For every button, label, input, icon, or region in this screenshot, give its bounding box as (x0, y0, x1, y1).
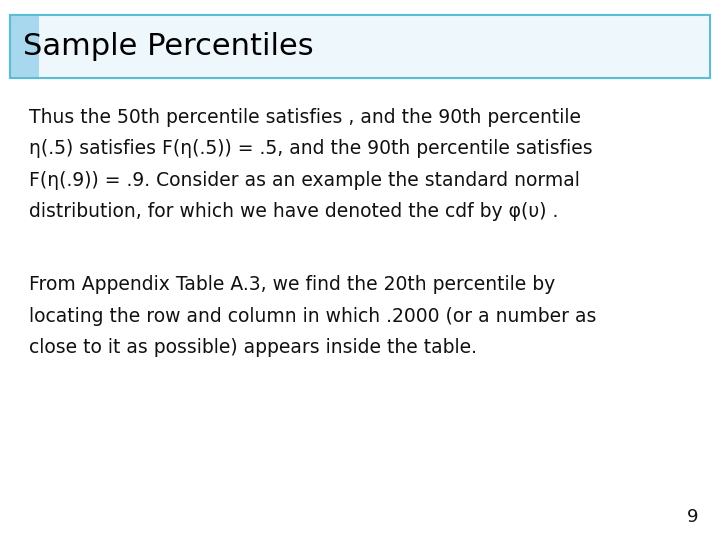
Text: Sample Percentiles: Sample Percentiles (23, 32, 314, 61)
Text: Thus the 50th percentile satisfies , and the 90th percentile: Thus the 50th percentile satisfies , and… (29, 108, 581, 127)
FancyBboxPatch shape (10, 15, 710, 78)
Text: From Appendix Table A.3, we find the 20th percentile by: From Appendix Table A.3, we find the 20t… (29, 275, 555, 294)
FancyBboxPatch shape (39, 15, 710, 78)
Text: locating the row and column in which .2000 (or a number as: locating the row and column in which .20… (29, 307, 596, 326)
Text: distribution, for which we have denoted the cdf by φ(υ) .: distribution, for which we have denoted … (29, 202, 558, 221)
Text: η(.5) satisfies F(η(.5)) = .5, and the 90th percentile satisfies: η(.5) satisfies F(η(.5)) = .5, and the 9… (29, 139, 593, 158)
Text: close to it as possible) appears inside the table.: close to it as possible) appears inside … (29, 338, 477, 357)
Text: F(η(.9)) = .9. Consider as an example the standard normal: F(η(.9)) = .9. Consider as an example th… (29, 171, 580, 190)
Text: 9: 9 (687, 509, 698, 526)
FancyBboxPatch shape (10, 15, 39, 78)
